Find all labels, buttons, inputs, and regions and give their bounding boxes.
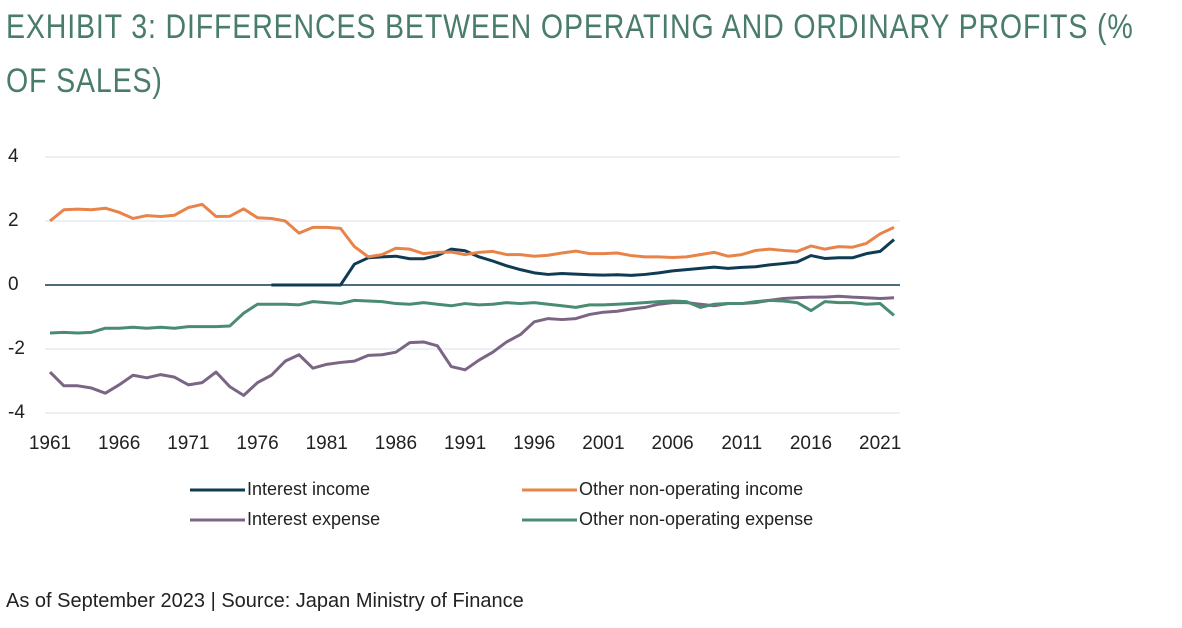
legend-label: Interest expense [247, 509, 380, 529]
x-tick-label: 1971 [167, 433, 209, 454]
x-tick-label: 2016 [790, 433, 832, 454]
y-tick-label: -4 [8, 402, 25, 423]
x-tick-label: 1991 [444, 433, 486, 454]
legend-label: Other non-operating income [579, 479, 803, 499]
x-tick-label: 1961 [29, 433, 71, 454]
source-note: As of September 2023 | Source: Japan Min… [6, 590, 524, 612]
series-line [49, 202, 895, 259]
legend-label: Other non-operating expense [579, 509, 813, 529]
x-tick-label: 2021 [859, 433, 901, 454]
x-tick-label: 2001 [582, 433, 624, 454]
x-tick-label: 2011 [721, 433, 762, 454]
y-tick-label: 0 [8, 274, 19, 295]
series-line [48, 294, 895, 397]
series-line [49, 298, 895, 335]
chart-title: EXHIBIT 3: DIFFERENCES BETWEEN OPERATING… [6, 8, 1134, 100]
y-tick-label: 4 [8, 146, 19, 167]
x-tick-label: 1986 [375, 433, 417, 454]
x-tick-label: 1966 [98, 433, 140, 454]
x-tick-label: 1976 [236, 433, 278, 454]
x-tick-label: 1996 [513, 433, 555, 454]
series-line [271, 238, 895, 287]
legend-label: Interest income [247, 479, 370, 499]
y-tick-label: -2 [8, 338, 25, 359]
x-tick-label: 2006 [651, 433, 693, 454]
y-tick-label: 2 [8, 210, 19, 231]
x-tick-label: 1981 [306, 433, 348, 454]
